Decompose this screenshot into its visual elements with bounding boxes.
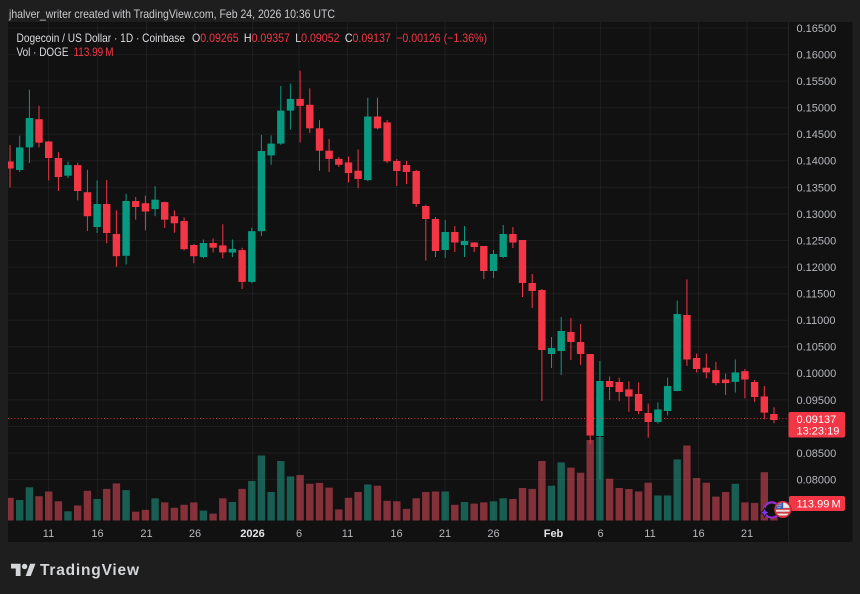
svg-text:16: 16 xyxy=(390,528,402,540)
svg-text:0.10500: 0.10500 xyxy=(797,342,837,354)
svg-text:0.15500: 0.15500 xyxy=(797,76,837,88)
svg-text:6: 6 xyxy=(296,528,302,540)
svg-text:0.12500: 0.12500 xyxy=(797,235,837,247)
svg-text:26: 26 xyxy=(487,528,499,540)
svg-text:0.14500: 0.14500 xyxy=(797,129,837,141)
svg-text:0.16000: 0.16000 xyxy=(797,50,837,62)
svg-text:0.09137: 0.09137 xyxy=(797,414,837,426)
svg-text:16: 16 xyxy=(692,528,704,540)
svg-text:21: 21 xyxy=(741,528,753,540)
svg-text:2026: 2026 xyxy=(240,528,264,540)
svg-text:0.08500: 0.08500 xyxy=(797,448,837,460)
svg-text:O0.09265 H0.09357 L0.09052 C0.: O0.09265 H0.09357 L0.09052 C0.09137 −0.0… xyxy=(192,31,487,45)
svg-text:11: 11 xyxy=(342,528,353,540)
svg-text:21: 21 xyxy=(439,528,451,540)
svg-text:TradingView: TradingView xyxy=(40,562,140,579)
svg-text:Feb: Feb xyxy=(544,528,564,540)
svg-text:6: 6 xyxy=(597,528,603,540)
svg-text:0.10000: 0.10000 xyxy=(797,368,837,380)
svg-text:Vol · DOGE 113.99 M: Vol · DOGE 113.99 M xyxy=(17,45,114,59)
svg-text:0.11000: 0.11000 xyxy=(797,315,836,327)
svg-text:11: 11 xyxy=(644,528,655,540)
svg-text:0.14000: 0.14000 xyxy=(797,156,837,168)
svg-text:0.15000: 0.15000 xyxy=(797,103,837,115)
svg-text:13:23:19: 13:23:19 xyxy=(797,425,840,437)
svg-text:26: 26 xyxy=(189,528,201,540)
svg-text:Dogecoin / US Dollar · 1D · Co: Dogecoin / US Dollar · 1D · Coinbase xyxy=(17,31,186,45)
svg-text:0.09500: 0.09500 xyxy=(797,395,837,407)
svg-text:0.13000: 0.13000 xyxy=(797,209,837,221)
svg-text:16: 16 xyxy=(91,528,103,540)
svg-text:0.13500: 0.13500 xyxy=(797,182,837,194)
svg-text:0.16500: 0.16500 xyxy=(797,23,837,35)
svg-text:11: 11 xyxy=(43,528,54,540)
svg-text:0.12000: 0.12000 xyxy=(797,262,837,274)
svg-text:0.08000: 0.08000 xyxy=(797,475,837,487)
svg-text:113.99 M: 113.99 M xyxy=(797,499,841,511)
svg-text:21: 21 xyxy=(140,528,152,540)
svg-text:0.11500: 0.11500 xyxy=(797,289,836,301)
svg-text:jhalver_writer created with Tr: jhalver_writer created with TradingView.… xyxy=(8,7,335,21)
